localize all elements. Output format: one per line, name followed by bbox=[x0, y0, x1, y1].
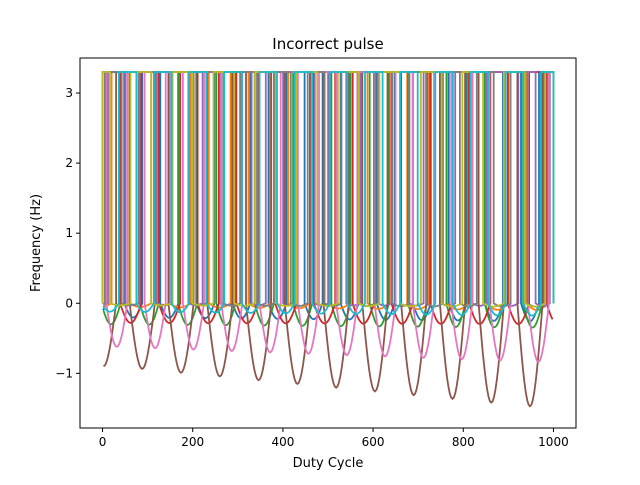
series-group bbox=[101, 71, 555, 408]
x-tick-label: 800 bbox=[452, 435, 475, 449]
x-tick-label: 400 bbox=[271, 435, 294, 449]
y-tick-label: 1 bbox=[65, 226, 73, 240]
y-axis-label: Frequency (Hz) bbox=[29, 194, 44, 292]
x-tick-label: 1000 bbox=[538, 435, 569, 449]
plot-frame bbox=[79, 57, 577, 429]
series-line-10 bbox=[102, 71, 555, 317]
chart-title: Incorrect pulse bbox=[272, 35, 383, 53]
y-tick-label: 2 bbox=[65, 156, 73, 170]
x-tick-label: 0 bbox=[99, 435, 107, 449]
y-tick-label: 0 bbox=[65, 296, 73, 310]
x-tick-label: 200 bbox=[181, 435, 204, 449]
series-line-6 bbox=[103, 71, 555, 408]
x-axis: 0 200 400 600 800 1000 bbox=[99, 428, 569, 449]
series-line-7 bbox=[101, 71, 555, 364]
x-tick-label: 600 bbox=[362, 435, 385, 449]
y-tick-label: 3 bbox=[65, 86, 73, 100]
y-tick-label: −1 bbox=[55, 366, 73, 380]
y-axis: −1 0 1 2 3 bbox=[55, 86, 80, 380]
x-axis-label: Duty Cycle bbox=[293, 456, 364, 471]
